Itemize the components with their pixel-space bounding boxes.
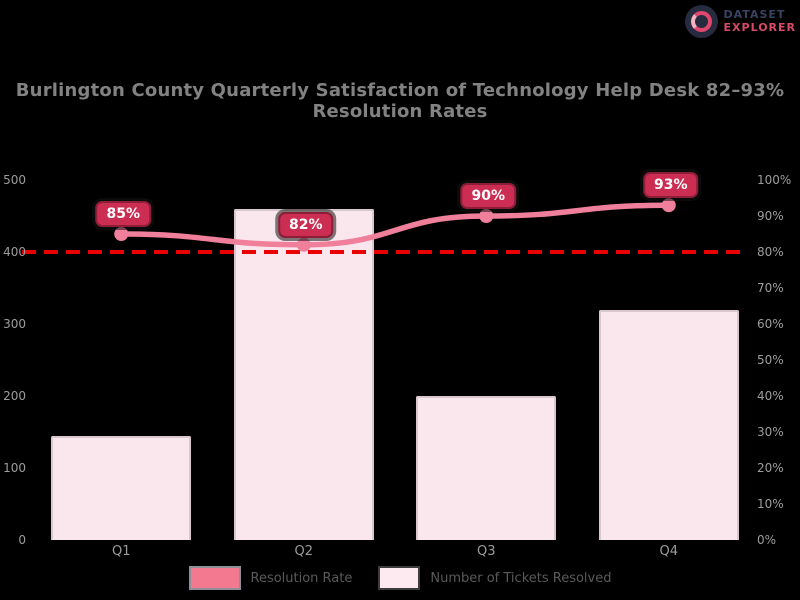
data-label-badge-q1: 85% (95, 201, 152, 227)
right-axis-tick: 70% (757, 281, 784, 295)
x-axis-label-q4: Q4 (659, 544, 679, 559)
right-axis-tick: 60% (757, 317, 784, 331)
left-axis-tick: 400 (3, 245, 26, 259)
legend-label: Resolution Rate (250, 570, 353, 586)
line-marker-q2 (296, 237, 311, 252)
x-axis-label-q3: Q3 (476, 544, 496, 559)
legend-swatch-line (188, 566, 241, 590)
data-label-badge-q4: 93% (642, 172, 699, 199)
right-axis-tick: 10% (757, 497, 784, 511)
left-axis-tick: 200 (3, 389, 26, 403)
bar-q2 (233, 208, 374, 540)
bar-q3 (416, 396, 557, 540)
left-axis-tick: 300 (3, 317, 26, 331)
legend-item-resolution-rate[interactable]: Resolution Rate (188, 566, 353, 590)
line-marker-q1 (114, 227, 129, 241)
bar-q1 (51, 435, 192, 540)
logo-text-line2: EXPLORER (723, 20, 796, 34)
right-axis-tick: 30% (757, 425, 784, 439)
right-axis-tick: 0% (757, 533, 777, 547)
legend-item-tickets-resolved[interactable]: Number of Tickets Resolved (378, 566, 612, 590)
line-marker-q3 (479, 209, 494, 223)
data-label-badge-q2: 82% (277, 211, 334, 238)
brand-logo: DATASET EXPLORER (684, 5, 796, 38)
left-axis-tick: 100 (3, 461, 26, 475)
x-axis-label-q2: Q2 (294, 544, 314, 559)
left-axis-tick: 0 (18, 533, 26, 547)
right-axis-tick: 20% (757, 461, 784, 475)
data-explorer-logo-icon (684, 5, 718, 38)
legend-swatch-bar (378, 566, 421, 590)
right-axis-tick: 40% (757, 389, 784, 403)
left-axis-tick: 500 (3, 173, 26, 187)
right-axis-tick: 100% (757, 173, 792, 187)
x-axis-label-q1: Q1 (111, 544, 131, 559)
right-axis-tick: 80% (757, 245, 784, 259)
logo-text-line1: DATASET (723, 8, 786, 22)
line-marker-q4 (661, 198, 676, 213)
chart-title: Burlington County Quarterly Satisfaction… (15, 80, 785, 122)
bar-q4 (598, 309, 739, 540)
data-label-badge-q3: 90% (460, 183, 517, 209)
legend: Resolution Rate Number of Tickets Resolv… (0, 566, 800, 590)
right-axis-tick: 50% (757, 353, 784, 367)
right-axis-tick: 90% (757, 209, 784, 223)
legend-label: Number of Tickets Resolved (430, 570, 612, 586)
resolution-rate-line (118, 202, 672, 248)
